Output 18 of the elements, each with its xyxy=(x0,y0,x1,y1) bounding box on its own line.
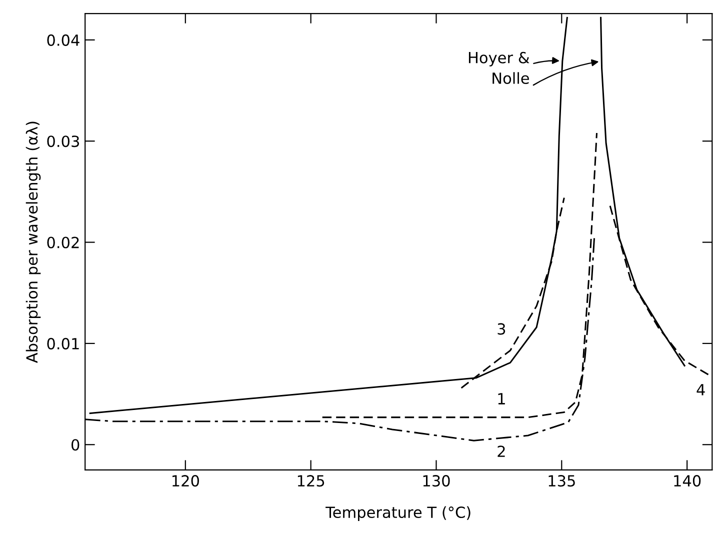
y-tick-label: 0 xyxy=(72,439,80,451)
x-tick-label: 130 xyxy=(423,475,450,487)
series-label: 1 xyxy=(498,393,505,404)
x-tick-label: 140 xyxy=(674,475,701,487)
x-tick-label: 125 xyxy=(298,475,324,487)
x-axis-title: Temperature T (°C) xyxy=(326,506,470,522)
x-tick-label: 135 xyxy=(548,475,575,487)
y-tick-label: 0.03 xyxy=(47,136,79,148)
x-tick-label: 120 xyxy=(172,475,199,487)
series-label: 3 xyxy=(498,323,506,335)
y-tick-label: 0.04 xyxy=(47,34,80,46)
series-label: 2 xyxy=(498,446,505,457)
y-axis-title: Absorption per wavelength (αλ) xyxy=(26,122,41,363)
y-tick-label: 0.01 xyxy=(47,338,79,350)
line-series xyxy=(460,196,565,389)
y-tick-label: 0.02 xyxy=(47,236,79,248)
annotation: Hoyer & Nolle xyxy=(468,52,530,84)
series-label: 4 xyxy=(696,384,705,396)
